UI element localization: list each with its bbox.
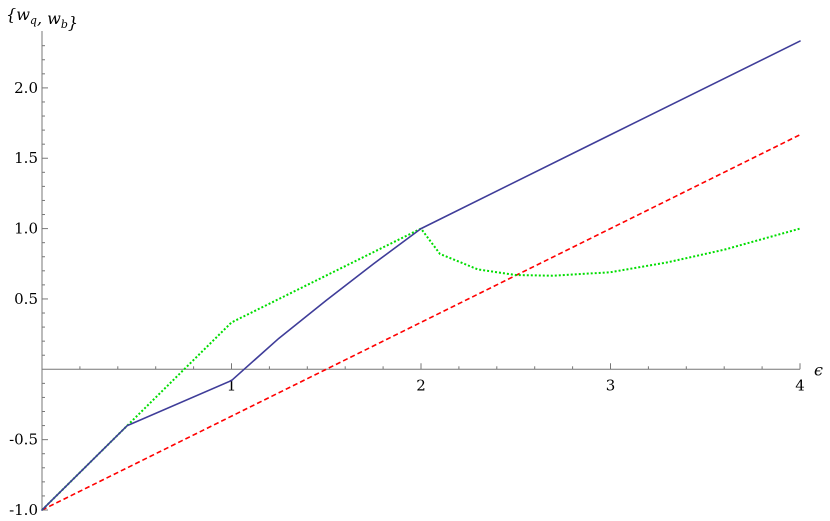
axes bbox=[41, 31, 800, 510]
series-layer bbox=[41, 40, 801, 511]
y-tick-label: 2.0 bbox=[14, 79, 38, 97]
series-line-dotted bbox=[41, 227, 801, 511]
x-axis-label: ϵ bbox=[814, 360, 823, 379]
y-tick-label: 1.5 bbox=[14, 149, 38, 167]
ticks: 1 2 3 4 -1.0 -0.5 0.5 1.0 1.5 2.0 bbox=[9, 45, 805, 519]
y-tick-label: 1.0 bbox=[14, 220, 38, 238]
x-tick-label: 1 bbox=[227, 376, 237, 394]
x-tick-label: 2 bbox=[416, 376, 426, 394]
x-tick-label: 3 bbox=[606, 376, 616, 394]
series-line-solid bbox=[41, 40, 801, 511]
series-line-dashed bbox=[41, 134, 801, 511]
y-tick-label: -0.5 bbox=[9, 431, 38, 449]
y-tick-label: 0.5 bbox=[14, 290, 38, 308]
y-tick-label: -1.0 bbox=[9, 501, 38, 519]
y-axis-label: {wq, wb} bbox=[6, 5, 78, 32]
x-tick-label: 4 bbox=[795, 376, 805, 394]
